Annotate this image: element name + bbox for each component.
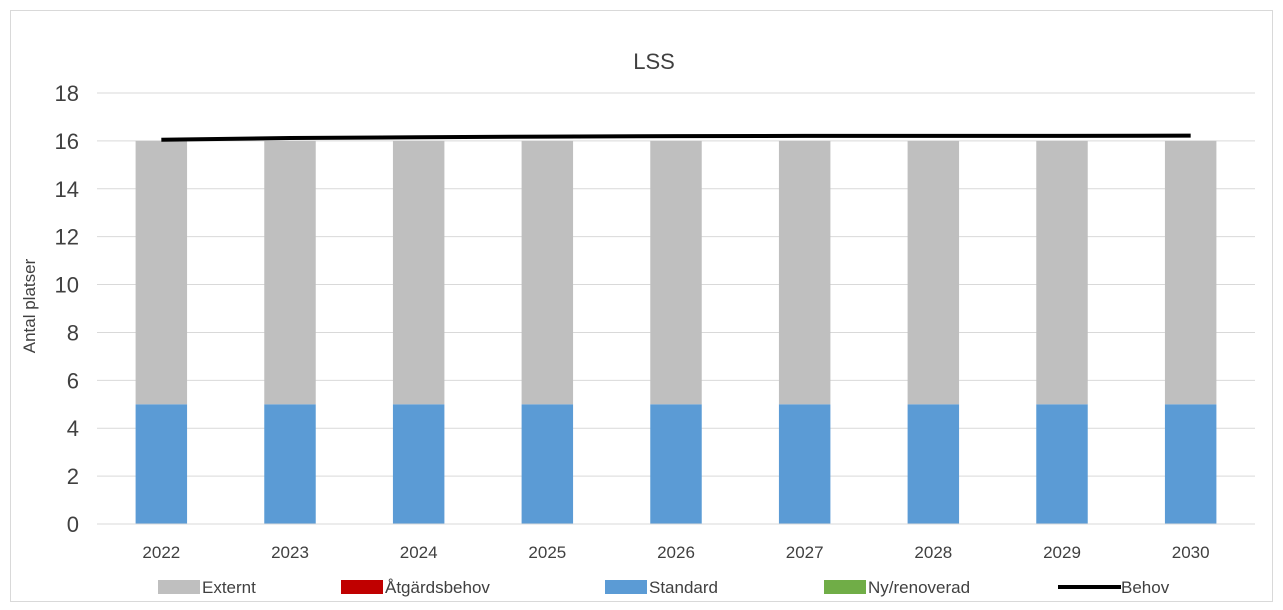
bar-standard — [1036, 404, 1088, 524]
legend-label: Externt — [202, 578, 256, 597]
x-tick-label: 2029 — [1043, 543, 1081, 562]
x-tick-label: 2028 — [914, 543, 952, 562]
bar-externt — [1164, 140, 1217, 405]
bar-standard — [264, 404, 316, 524]
bar-standard — [1164, 404, 1217, 524]
y-tick-label: 8 — [67, 320, 79, 345]
y-tick-labels: 0 2 4 6 8 10 12 14 16 18 — [55, 81, 79, 537]
y-tick-label: 12 — [55, 225, 79, 250]
legend-swatch-ny-renoverad — [824, 580, 866, 594]
legend-swatch-externt — [158, 580, 200, 594]
bar-standard — [392, 404, 445, 524]
bar-standard — [650, 404, 702, 524]
y-tick-label: 18 — [55, 81, 79, 106]
y-axis-label: Antal platser — [20, 258, 39, 353]
x-tick-label: 2026 — [657, 543, 695, 562]
legend-label: Standard — [649, 578, 718, 597]
legend-label: Ny/renoverad — [868, 578, 970, 597]
chart-title: LSS — [633, 49, 675, 74]
x-tick-label: 2025 — [528, 543, 566, 562]
x-tick-labels: 2022 2023 2024 2025 2026 2027 2028 2029 2030 — [142, 543, 1209, 562]
y-tick-label: 0 — [67, 512, 79, 537]
y-tick-label: 6 — [67, 368, 79, 393]
legend: Externt Åtgärdsbehov Standard Ny/renoverad B… — [158, 578, 1170, 597]
x-tick-label: 2024 — [400, 543, 438, 562]
line-series — [161, 133, 1191, 142]
legend-label: Behov — [1121, 578, 1170, 597]
bar-externt — [907, 140, 960, 405]
line-behov — [161, 133, 1191, 142]
x-tick-label: 2023 — [271, 543, 309, 562]
bar-externt — [1036, 140, 1088, 405]
chart-frame: LSS Antal platser 0 2 4 6 8 10 12 14 16 18 2022 20… — [10, 10, 1273, 602]
y-tick-label: 2 — [67, 464, 79, 489]
x-tick-label: 2030 — [1172, 543, 1210, 562]
y-tick-label: 16 — [55, 129, 79, 154]
bar-externt — [135, 140, 188, 405]
legend-swatch--tg-rdsbehov — [341, 580, 383, 594]
bar-externt — [392, 140, 445, 405]
x-tick-label: 2027 — [786, 543, 824, 562]
bar-externt — [778, 140, 831, 405]
bar-standard — [135, 404, 188, 524]
legend-swatch-standard — [605, 580, 647, 594]
y-tick-label: 14 — [55, 177, 79, 202]
bars — [135, 140, 1217, 524]
bar-standard — [778, 404, 831, 524]
bar-standard — [521, 404, 574, 524]
y-tick-label: 4 — [67, 416, 79, 441]
x-tick-label: 2022 — [142, 543, 180, 562]
bar-standard — [907, 404, 960, 524]
bar-externt — [264, 140, 316, 405]
y-tick-label: 10 — [55, 273, 79, 298]
bar-externt — [521, 140, 574, 405]
legend-label: Åtgärdsbehov — [385, 578, 490, 597]
bar-externt — [650, 140, 702, 405]
